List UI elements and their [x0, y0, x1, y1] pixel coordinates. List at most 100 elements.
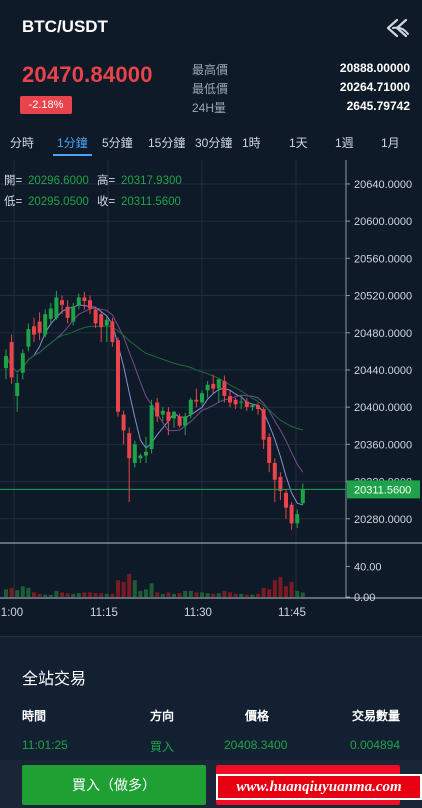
candle-body — [272, 462, 277, 480]
candle-body — [250, 405, 255, 408]
volume-bar — [60, 592, 64, 597]
stat-volume-label: 24H量 — [192, 101, 227, 115]
double-back-arrow-icon[interactable] — [384, 18, 410, 38]
candle-body — [295, 514, 300, 524]
candle-body — [54, 297, 59, 318]
trades-panel: 全站交易 時間 方向 價格 交易數量 11:01:25 買入 20408.340… — [0, 636, 422, 760]
moving-average-line — [5, 304, 303, 506]
volume-bar — [244, 594, 249, 597]
candle-body — [256, 405, 260, 410]
volume-bar — [222, 590, 227, 597]
candle-body — [289, 504, 294, 524]
candle-body — [239, 401, 244, 403]
candle-body — [32, 326, 36, 335]
stat-low-value: 20264.71000 — [339, 80, 410, 94]
volume-bar — [110, 593, 115, 597]
buy-long-button[interactable]: 買入（做多） — [22, 765, 206, 805]
x-tick-label: 11:15 — [90, 607, 118, 619]
volume-bar — [132, 580, 137, 597]
y-tick-label: 20520.0000 — [354, 291, 412, 303]
header-amount: 交易數量 — [351, 709, 400, 723]
candle-body — [216, 379, 221, 389]
y-tick-label: 20640.0000 — [354, 179, 412, 191]
candle-body — [9, 342, 14, 378]
header: BTC/USDT — [0, 0, 422, 56]
moving-average-line — [5, 325, 303, 431]
volume-bar — [37, 593, 42, 597]
candle-body — [121, 414, 126, 431]
candle-body — [15, 382, 20, 396]
volume-bar — [43, 594, 48, 597]
candle-body — [71, 306, 76, 322]
tab-30min[interactable]: 30分鐘 — [195, 136, 233, 150]
tab-1min[interactable]: 1分鐘 — [53, 136, 92, 156]
candle-body — [20, 353, 25, 373]
trade-direction: 買入 — [150, 740, 175, 754]
candle-body — [244, 401, 249, 408]
action-bar: 買入（做多） 賣出（做空） www.huanqiuyuanma.com — [0, 760, 422, 808]
high-label: 高= — [97, 173, 115, 187]
candle-body — [177, 416, 182, 426]
open-label: 開= — [4, 174, 22, 187]
candle-body — [138, 455, 143, 459]
volume-bar — [54, 590, 59, 597]
ohlc-info: 開= 20296.6000 高= 20317.9300 低= 20295.050… — [4, 173, 182, 208]
candle-body — [284, 492, 288, 508]
volume-bar — [166, 592, 171, 597]
tab-1week[interactable]: 1週 — [335, 136, 354, 150]
volume-bar — [194, 592, 199, 597]
candle-body — [88, 300, 92, 309]
volume-bar — [4, 589, 8, 597]
last-price: 20470.84000 — [22, 62, 153, 87]
tab-timeline[interactable]: 分時 — [10, 136, 35, 150]
header-time: 時間 — [22, 709, 47, 723]
volume-bar — [239, 593, 244, 597]
volume-bar — [9, 587, 14, 597]
current-price-tag — [347, 480, 420, 499]
volume-bar — [26, 587, 31, 597]
candlestick-chart[interactable]: 20640.0000 20600.0000 20560.0000 20520.0000… — [0, 160, 422, 630]
change-badge: -2.18% — [20, 96, 72, 114]
volume-bar — [267, 589, 272, 597]
y-tick-label: 20480.0000 — [354, 328, 412, 340]
candle-body — [300, 489, 305, 504]
volume-bar — [216, 593, 221, 597]
current-price-label: 20311.5600 — [354, 484, 411, 496]
trade-amount: 0.004894 — [349, 738, 400, 752]
tab-1month[interactable]: 1月 — [381, 136, 400, 150]
volume-bar — [284, 586, 288, 597]
volume-bar — [272, 580, 277, 597]
candle-body — [116, 340, 120, 412]
low-label: 低= — [4, 195, 22, 208]
y-tick-label: 20360.0000 — [354, 439, 412, 451]
candle-body — [183, 416, 188, 426]
candle-body — [261, 409, 266, 440]
volume-bar — [76, 593, 81, 597]
low-value: 20295.0500 — [28, 196, 89, 208]
stat-volume-value: 2645.79742 — [346, 99, 410, 113]
volume-bar — [172, 593, 176, 597]
tab-1hour[interactable]: 1時 — [242, 136, 261, 150]
tab-5min[interactable]: 5分鐘 — [102, 136, 133, 150]
trades-title: 全站交易 — [22, 671, 87, 688]
candle-body — [166, 411, 171, 422]
volume-bar — [144, 589, 148, 597]
candle-body — [76, 297, 81, 305]
volume-bar — [200, 592, 204, 597]
volume-bar — [121, 581, 126, 597]
volume-bar — [104, 593, 109, 597]
volume-bar — [138, 590, 143, 597]
tab-1day[interactable]: 1天 — [289, 136, 308, 150]
candle-body — [4, 356, 8, 369]
volume-bar — [82, 592, 87, 597]
candle-body — [93, 309, 98, 324]
stat-high-label: 最高價 — [192, 63, 229, 77]
volume-bar — [48, 594, 53, 597]
tab-15min[interactable]: 15分鐘 — [148, 136, 186, 150]
interval-tabs: 分時 1分鐘 5分鐘 15分鐘 30分鐘 1時 1天 1週 1月 — [0, 134, 422, 158]
x-tick-label: 11:30 — [184, 607, 212, 619]
high-value: 20317.9300 — [121, 175, 182, 187]
volume-bar — [289, 581, 294, 597]
volume-bar — [93, 593, 98, 597]
close-label: 收= — [97, 194, 115, 208]
